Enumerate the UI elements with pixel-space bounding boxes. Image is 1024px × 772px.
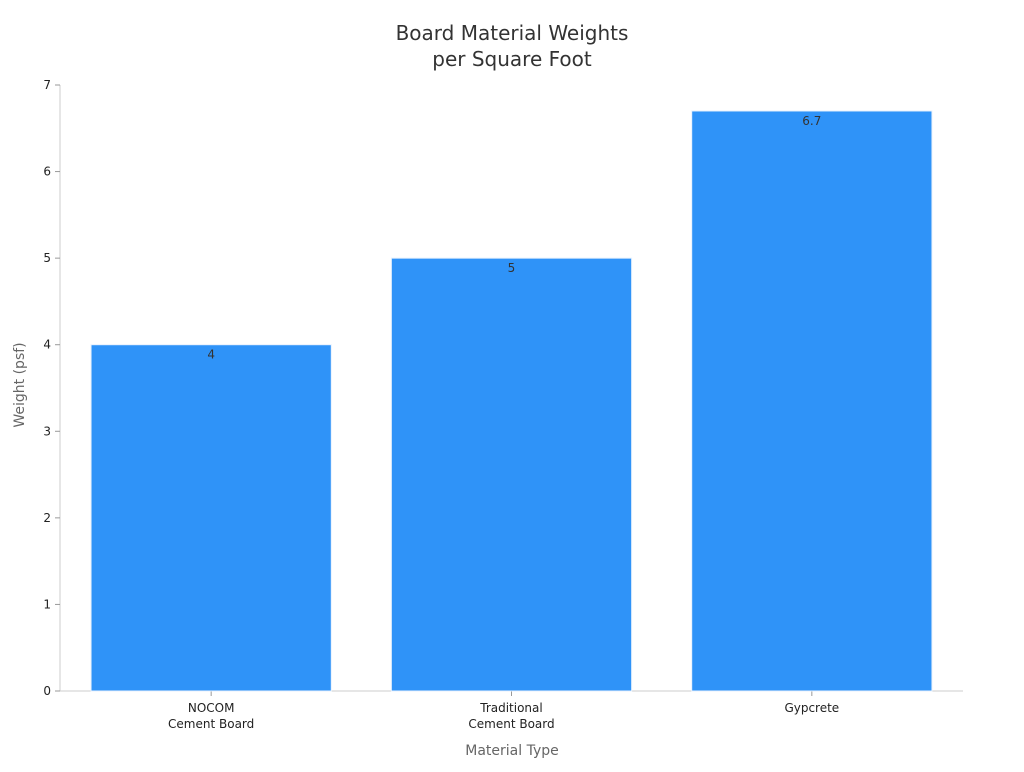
- bar: [390, 257, 633, 692]
- y-tick-label: 6: [43, 165, 51, 179]
- x-tick-label-line: Cement Board: [468, 717, 554, 731]
- y-tick-label: 1: [43, 597, 51, 611]
- y-tick-label: 7: [43, 78, 51, 92]
- x-tick-label: NOCOM Cement Board: [168, 701, 254, 731]
- x-tick-label-line: Traditional: [479, 701, 542, 715]
- bar: [90, 344, 332, 692]
- y-tick-label: 4: [43, 338, 51, 352]
- x-tick-label: Gypcrete: [784, 701, 839, 715]
- x-axis-title: Material Type: [465, 743, 558, 759]
- x-tick-label: Traditional Cement Board: [468, 701, 554, 731]
- y-axis: 0 1 2 3 4 5 6 7: [43, 78, 61, 698]
- bar-value-label: 4: [207, 348, 215, 362]
- bar-value-label: 5: [508, 261, 516, 275]
- y-axis-title: Weight (psf): [12, 342, 28, 427]
- y-tick-label: 5: [43, 251, 51, 265]
- chart-title-line-2: per Square Foot: [432, 47, 592, 71]
- x-tick-label-line: Gypcrete: [784, 701, 839, 715]
- y-tick-label: 3: [43, 424, 51, 438]
- bars: [90, 110, 933, 692]
- y-tick-label: 2: [43, 511, 51, 525]
- x-tick-label-line: NOCOM: [188, 701, 235, 715]
- data-labels: 456.7: [207, 114, 821, 362]
- y-tick-label: 0: [43, 684, 51, 698]
- x-axis: NOCOM Cement Board Traditional Cement Board…: [60, 690, 963, 731]
- chart-title-line-1: Board Material Weights: [396, 21, 629, 45]
- bar: [691, 110, 933, 692]
- bar-value-label: 6.7: [802, 114, 821, 128]
- x-tick-label-line: Cement Board: [168, 717, 254, 731]
